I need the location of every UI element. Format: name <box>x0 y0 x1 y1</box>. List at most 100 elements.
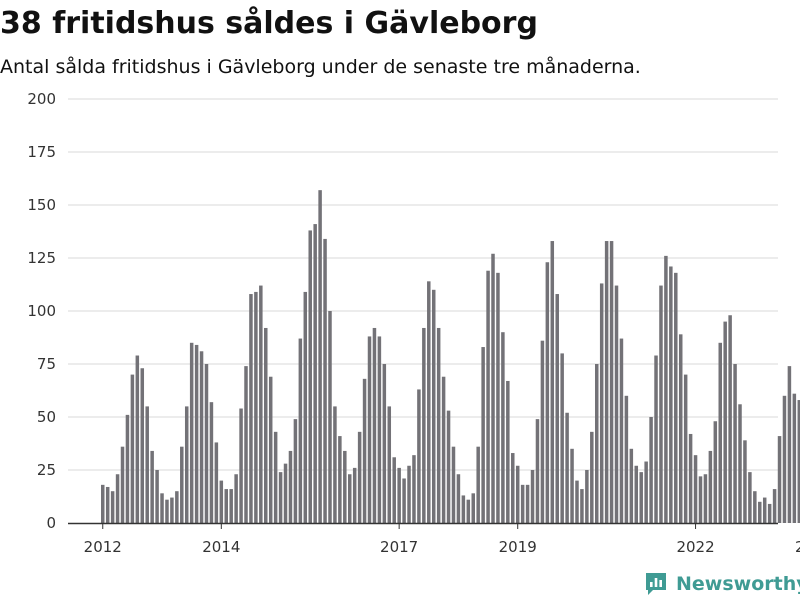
bar <box>402 478 406 523</box>
bar <box>273 431 278 523</box>
bar <box>407 465 411 523</box>
bar <box>535 419 540 523</box>
bar <box>609 241 614 524</box>
bar <box>441 376 446 523</box>
bar <box>254 291 258 523</box>
bar <box>466 499 471 523</box>
bar <box>348 474 352 523</box>
bar <box>762 497 767 523</box>
bar <box>229 489 233 523</box>
bar <box>678 334 683 523</box>
bar <box>758 501 762 523</box>
bar <box>674 272 678 523</box>
bar <box>288 450 293 523</box>
bar <box>575 480 579 523</box>
bar <box>283 463 288 523</box>
bar <box>461 495 466 523</box>
bar <box>683 374 688 523</box>
bar <box>629 448 634 523</box>
bar <box>496 272 500 523</box>
bar <box>604 241 609 524</box>
bar <box>298 338 303 523</box>
bar <box>209 402 214 523</box>
bar <box>224 489 228 523</box>
bar <box>639 472 643 523</box>
bar <box>698 476 703 523</box>
bar <box>446 410 451 523</box>
bar <box>718 342 722 523</box>
y-tick-label: 75 <box>37 355 56 373</box>
bar <box>333 406 337 523</box>
bar <box>614 285 619 523</box>
bar <box>204 364 209 523</box>
bar <box>362 378 367 523</box>
x-tick-label: 2024 <box>795 538 800 556</box>
bar <box>175 491 179 523</box>
bar <box>777 436 782 523</box>
bar <box>318 190 322 523</box>
bar <box>570 448 574 523</box>
bar <box>180 446 184 523</box>
bar <box>194 344 199 523</box>
bar <box>268 376 273 523</box>
bar <box>422 327 426 523</box>
bar <box>540 340 545 523</box>
bar <box>303 291 308 523</box>
bar <box>155 470 159 523</box>
bar <box>471 493 475 523</box>
y-tick-label: 175 <box>27 143 56 161</box>
brand-name: Newsworthy <box>676 573 800 595</box>
bar <box>338 436 342 523</box>
bar <box>377 336 382 523</box>
bar <box>412 455 416 523</box>
bar <box>782 395 787 523</box>
bar <box>239 408 243 523</box>
bar <box>219 480 224 523</box>
bar <box>278 472 283 523</box>
bar <box>530 470 535 523</box>
x-tick-label: 2014 <box>202 538 240 556</box>
bar <box>456 474 461 523</box>
bar <box>708 450 713 523</box>
bar <box>234 474 238 523</box>
bar <box>723 321 727 523</box>
y-tick-label: 100 <box>27 302 56 320</box>
bar <box>427 281 431 523</box>
bar <box>357 431 362 523</box>
bar <box>244 366 248 523</box>
bar <box>382 364 387 523</box>
bar <box>259 285 263 523</box>
bar <box>264 327 268 523</box>
bar <box>328 311 332 523</box>
bar <box>199 351 204 523</box>
bar <box>669 266 673 523</box>
bar <box>693 455 698 523</box>
y-tick-label: 25 <box>37 461 56 479</box>
bar <box>150 450 154 523</box>
bar <box>387 406 392 523</box>
bar <box>392 457 396 523</box>
bar <box>580 489 584 523</box>
bar <box>160 493 164 523</box>
bar <box>343 450 347 523</box>
bar <box>649 417 653 523</box>
bar <box>189 342 194 523</box>
chart-subtitle: Antal sålda fritidshus i Gävleborg under… <box>0 56 641 78</box>
bar <box>170 497 174 523</box>
bar <box>545 262 550 523</box>
x-axis-labels: 2012 2014 2017 2019 2022 2024 <box>84 538 800 556</box>
bar <box>125 414 130 523</box>
newsworthy-logo-icon <box>646 573 666 595</box>
bar <box>688 433 693 523</box>
bar <box>654 355 658 523</box>
brand: Newsworthy <box>644 568 800 600</box>
bar <box>664 255 668 523</box>
bar <box>184 406 189 523</box>
bar <box>550 241 555 524</box>
bar <box>555 294 559 523</box>
bar <box>797 400 800 523</box>
bar <box>748 472 752 523</box>
bar <box>417 389 421 523</box>
bar <box>491 253 495 523</box>
bar <box>130 374 135 523</box>
